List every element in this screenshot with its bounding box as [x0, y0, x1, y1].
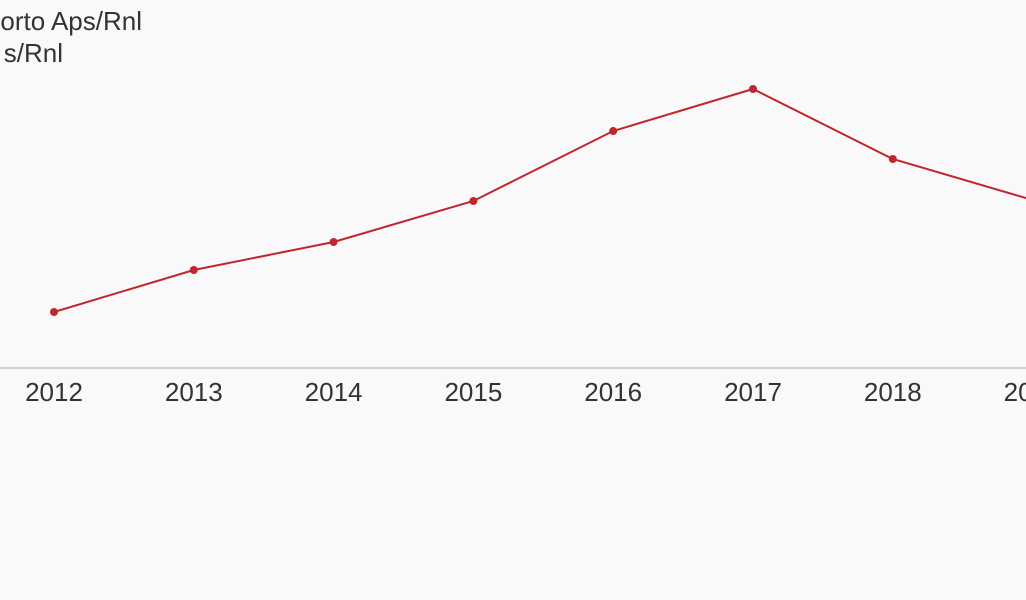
- chart-title: orto Aps/Rnl: [0, 6, 142, 36]
- x-tick-label: 2014: [305, 377, 363, 407]
- data-point: [189, 266, 198, 274]
- x-tick-label: 2015: [444, 377, 502, 407]
- chart-subtitle: s/Rnl: [4, 38, 63, 68]
- x-tick-label: 2019: [1004, 377, 1026, 407]
- x-tick-label: 2017: [724, 377, 782, 407]
- x-tick-label: 2016: [584, 377, 642, 407]
- data-point: [329, 238, 338, 246]
- x-tick-label: 2013: [165, 377, 223, 407]
- data-line: [53, 87, 1026, 313]
- data-point: [749, 85, 757, 93]
- x-tick-label: 2018: [864, 377, 922, 407]
- x-tick-label: 2012: [25, 377, 83, 407]
- data-point: [469, 197, 478, 205]
- data-point: [888, 155, 897, 163]
- data-point: [609, 127, 618, 135]
- data-point: [50, 308, 58, 316]
